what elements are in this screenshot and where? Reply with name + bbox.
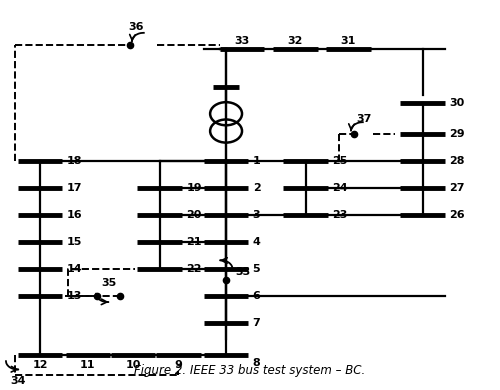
Text: 12: 12 [32,360,48,370]
Text: 7: 7 [252,317,260,328]
Text: 3: 3 [252,210,260,220]
Text: 16: 16 [66,210,82,220]
Text: 17: 17 [66,183,82,193]
Text: 4: 4 [252,237,260,246]
Text: 36: 36 [128,22,144,32]
Text: 35: 35 [102,278,117,288]
Text: 21: 21 [186,237,202,246]
Text: 20: 20 [186,210,202,220]
Text: 33: 33 [236,267,251,277]
Text: 10: 10 [126,360,140,370]
Text: 11: 11 [80,360,96,370]
Text: 32: 32 [288,36,303,46]
Text: 22: 22 [186,264,202,273]
Text: 9: 9 [174,360,182,370]
Text: 30: 30 [450,98,464,108]
Text: 24: 24 [332,183,348,193]
Text: 33: 33 [234,36,250,46]
Text: 18: 18 [66,156,82,166]
Text: 26: 26 [450,210,465,220]
Text: 34: 34 [10,376,26,386]
Text: 19: 19 [186,183,202,193]
Text: 28: 28 [450,156,465,166]
Text: 8: 8 [252,358,260,368]
Text: 15: 15 [66,237,82,246]
Text: 6: 6 [252,291,260,301]
Text: 29: 29 [450,129,465,139]
Text: 31: 31 [340,36,356,46]
Text: 5: 5 [252,264,260,273]
Text: 14: 14 [66,264,82,273]
Text: Figure 2. IEEE 33 bus test system – BC.: Figure 2. IEEE 33 bus test system – BC. [134,363,366,376]
Text: 13: 13 [66,291,82,301]
Text: 23: 23 [332,210,348,220]
Text: 37: 37 [356,114,372,124]
Text: 1: 1 [252,156,260,166]
Text: 27: 27 [450,183,465,193]
Text: 25: 25 [332,156,348,166]
Text: 2: 2 [252,183,260,193]
